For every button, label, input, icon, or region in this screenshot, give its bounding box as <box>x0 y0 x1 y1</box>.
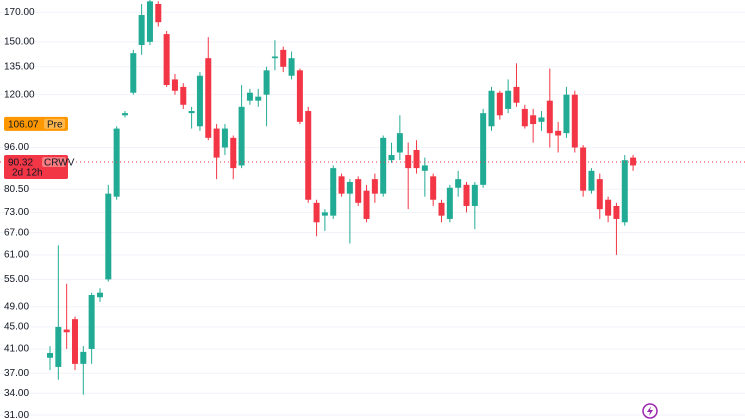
candle-body <box>205 58 212 138</box>
candle-body <box>305 111 312 200</box>
candle-body <box>605 199 612 216</box>
candle-body <box>363 190 370 219</box>
candle-body <box>413 149 420 169</box>
candle-body <box>430 176 437 200</box>
candle-body <box>255 96 262 101</box>
y-tick-label: 34.00 <box>4 388 29 399</box>
y-tick-label: 96.00 <box>4 142 29 153</box>
candle-body <box>596 179 603 210</box>
icon-ring <box>642 403 658 419</box>
candle-body <box>613 205 620 219</box>
candle-body <box>88 294 95 349</box>
countdown: 2d 12h <box>12 168 43 179</box>
y-tick-label: 80.50 <box>4 184 29 195</box>
symbol-tag: CRWV <box>44 158 75 169</box>
candle-body <box>321 212 328 216</box>
candle-body <box>238 106 245 166</box>
candle-body <box>513 86 520 103</box>
candle-body <box>621 160 628 223</box>
candle-body <box>230 137 237 169</box>
candle-body <box>263 70 270 95</box>
y-tick-label: 73.00 <box>4 207 29 218</box>
candle-body <box>121 113 128 116</box>
candle-body <box>163 34 170 86</box>
y-tick-label: 31.00 <box>4 410 29 419</box>
candle-body <box>388 155 395 161</box>
candle-body <box>280 49 287 67</box>
pre-tag-bg <box>44 118 65 129</box>
y-tick-label: 37.00 <box>4 368 29 379</box>
candle-body <box>155 4 162 23</box>
candle-body <box>546 100 553 134</box>
candle-body <box>271 56 278 59</box>
candle-body <box>346 181 353 194</box>
candle-body <box>371 179 378 194</box>
candle-body <box>571 94 578 148</box>
candle-body <box>505 90 512 109</box>
candle-body <box>196 75 203 127</box>
candle-body <box>246 92 253 101</box>
y-tick-label: 135.00 <box>4 61 35 72</box>
candle-body <box>288 58 295 76</box>
candle-body <box>180 86 187 105</box>
candle-body <box>480 113 487 185</box>
candle-body <box>63 329 70 333</box>
candle-body <box>563 94 570 134</box>
y-tick-label: 67.00 <box>4 227 29 238</box>
candle-body <box>588 170 595 191</box>
candle-body <box>446 187 453 219</box>
candle-body <box>538 117 545 122</box>
candle-body <box>313 202 320 223</box>
candle-body <box>438 202 445 216</box>
y-tick-label: 150.00 <box>4 36 35 47</box>
y-tick-label: 41.00 <box>4 344 29 355</box>
y-tick-label: 170.00 <box>4 7 35 18</box>
candle-body <box>138 15 145 46</box>
replay-icon[interactable] <box>642 403 658 419</box>
candle-body <box>580 147 587 191</box>
candle-body <box>630 157 637 166</box>
icon-bolt <box>647 406 653 416</box>
candle-body <box>521 108 528 127</box>
candle-body <box>171 79 178 91</box>
y-tick-label: 49.00 <box>4 301 29 312</box>
candle-body <box>396 133 403 153</box>
candle-body <box>455 179 462 188</box>
candle-body <box>55 326 62 367</box>
candle-body <box>146 1 153 42</box>
candle-body <box>530 115 537 125</box>
candle-body <box>355 179 362 203</box>
candle-body <box>47 353 53 358</box>
candle-body <box>380 137 387 194</box>
candle-body <box>221 128 228 148</box>
candle-body <box>421 165 428 171</box>
candle-body <box>80 351 87 364</box>
candle-body <box>213 128 220 158</box>
candle-body <box>105 193 112 280</box>
candle-body <box>330 168 337 216</box>
candle-body <box>496 92 503 116</box>
last-price: 90.32 <box>8 158 33 169</box>
y-tick-label: 55.00 <box>4 274 29 285</box>
candle-body <box>188 111 195 114</box>
candle-body <box>555 130 562 136</box>
y-tick-label: 61.00 <box>4 250 29 261</box>
candle-body <box>338 176 345 194</box>
candle-body <box>463 184 470 206</box>
candle-body <box>71 319 78 364</box>
y-tick-label: 45.00 <box>4 322 29 333</box>
candle-body <box>471 184 478 206</box>
pre-price: 106.07 <box>8 120 39 131</box>
candle-body <box>296 70 303 122</box>
y-tick-label: 120.00 <box>4 89 35 100</box>
pre-tag: Pre <box>47 120 63 131</box>
candle-body <box>488 90 495 127</box>
candle-body <box>96 292 103 298</box>
candle-body <box>113 128 120 197</box>
symbol-tag-bg <box>42 156 66 167</box>
candle-body <box>130 53 137 93</box>
